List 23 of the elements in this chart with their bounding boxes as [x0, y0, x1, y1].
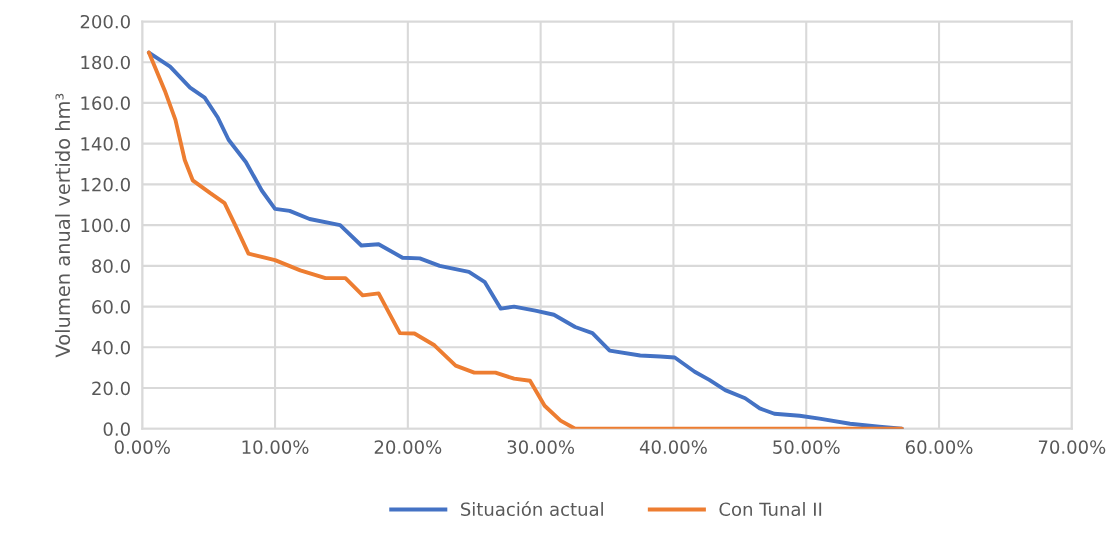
y-tick-label: 160.0: [81, 96, 130, 111]
y-tick-label: 80.0: [92, 259, 130, 273]
x-tick-label: 60.00%: [905, 440, 973, 454]
y-tick-label: 40.0: [91, 340, 130, 355]
x-tick-label: 50.00%: [773, 440, 840, 454]
y-axis-title: Volumen anual vertido hm³: [55, 93, 71, 358]
line-series: [146, 50, 904, 429]
x-tick-label: 0.00%: [114, 440, 170, 454]
y-tick-label: 100.0: [81, 218, 130, 233]
x-tick-label: 20.00%: [374, 440, 442, 454]
y-tick-label: 20.0: [92, 381, 130, 396]
x-tick-label: 30.00%: [507, 440, 575, 454]
legend-label: Con Tunal II: [719, 502, 822, 517]
y-tick-label: 180.0: [81, 55, 130, 70]
legend-label: Situación actual: [461, 501, 603, 517]
y-tick-label: 140.0: [81, 137, 130, 151]
y-tick-label: 200.0: [80, 14, 130, 29]
y-tick-label: 120.0: [81, 177, 130, 192]
x-tick-label: 70.00%: [1038, 440, 1106, 454]
y-tick-label: 0.0: [103, 422, 130, 436]
x-tick-label: 10.00%: [242, 440, 309, 454]
x-tick-label: 40.00%: [639, 440, 707, 454]
y-tick-label: 60.0: [92, 300, 130, 314]
